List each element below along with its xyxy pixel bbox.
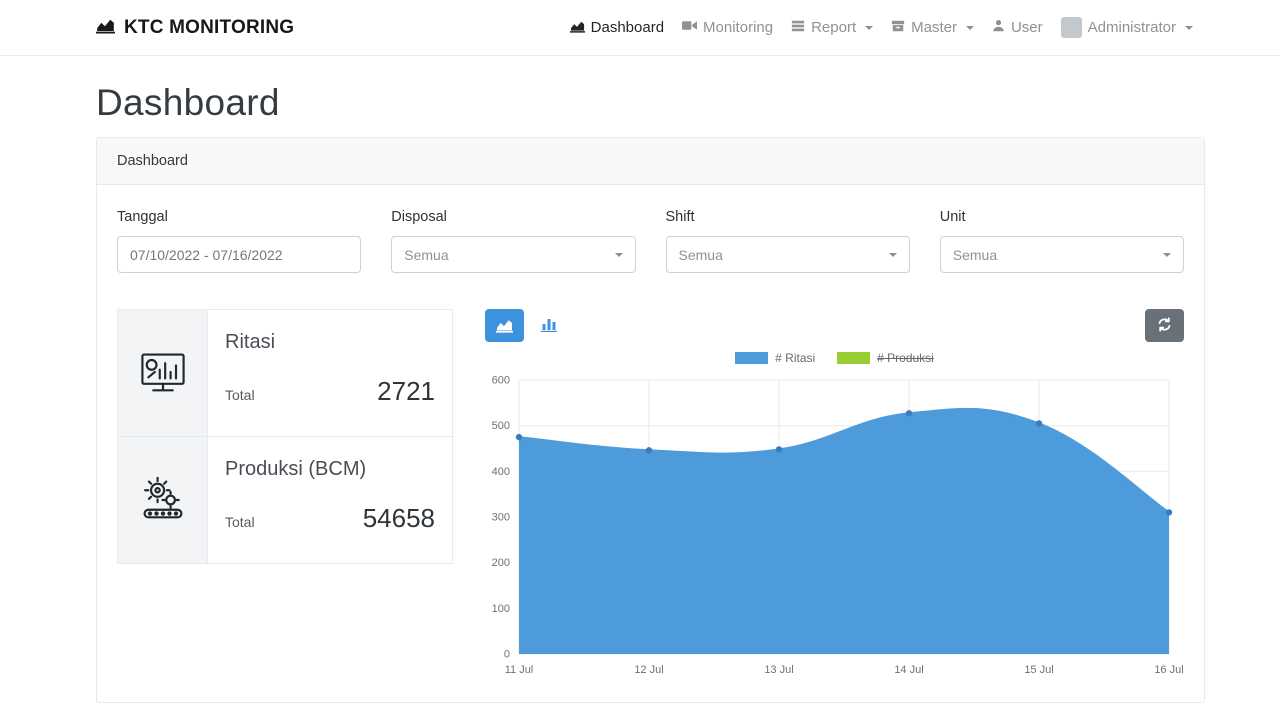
report-list-icon [791, 19, 805, 37]
nav-item-user[interactable]: User [983, 11, 1052, 44]
chart-controls [485, 309, 1184, 342]
stat-value: 54658 [363, 503, 435, 534]
svg-text:12 Jul: 12 Jul [634, 664, 663, 676]
nav-item-dashboard[interactable]: Dashboard [561, 10, 673, 45]
disposal-select-value: Semua [404, 247, 448, 263]
user-icon [992, 19, 1005, 36]
filters-row: Tanggal Disposal Semua Shift Semua [117, 209, 1184, 273]
shift-select-value: Semua [679, 247, 723, 263]
filter-unit: Unit Semua [940, 209, 1184, 273]
machine-gear-icon [118, 437, 208, 563]
caret-down-icon [889, 253, 897, 257]
main-row: Ritasi Total 2721 [117, 309, 1184, 682]
svg-text:600: 600 [492, 375, 510, 387]
svg-text:0: 0 [504, 649, 510, 661]
chart-area-icon [570, 18, 585, 37]
stat-card-ritasi: Ritasi Total 2721 [117, 309, 453, 437]
master-box-icon [891, 19, 905, 37]
refresh-button[interactable] [1145, 309, 1184, 342]
stat-total-label: Total [225, 387, 255, 407]
legend-item[interactable]: # Produksi [837, 351, 934, 365]
nav-label: Master [911, 19, 957, 36]
monitor-chart-icon [118, 310, 208, 436]
caret-down-icon [1185, 26, 1193, 30]
stat-card-produksi: Produksi (BCM) Total 54658 [117, 436, 453, 564]
unit-select[interactable]: Semua [940, 236, 1184, 273]
filter-unit-label: Unit [940, 209, 1184, 225]
svg-text:14 Jul: 14 Jul [894, 664, 923, 676]
filter-shift-label: Shift [666, 209, 910, 225]
filter-shift: Shift Semua [666, 209, 910, 273]
brand[interactable]: KTC MONITORING [96, 15, 294, 40]
nav-label: Monitoring [703, 19, 773, 36]
filter-tanggal: Tanggal [117, 209, 361, 273]
date-range-input[interactable] [117, 236, 361, 273]
nav-item-master[interactable]: Master [882, 11, 983, 45]
card-body: Tanggal Disposal Semua Shift Semua [97, 185, 1204, 702]
legend-color-box [735, 352, 768, 364]
svg-text:200: 200 [492, 557, 510, 569]
stat-total-label: Total [225, 514, 255, 534]
caret-down-icon [1163, 253, 1171, 257]
stat-body: Produksi (BCM) Total 54658 [208, 437, 452, 563]
card-header: Dashboard [97, 138, 1204, 185]
main-nav: Dashboard Monitoring Report Master [561, 9, 1202, 46]
filter-disposal: Disposal Semua [391, 209, 635, 273]
stat-body: Ritasi Total 2721 [208, 310, 452, 436]
nav-item-report[interactable]: Report [782, 11, 882, 45]
svg-text:300: 300 [492, 512, 510, 524]
avatar [1061, 17, 1082, 38]
svg-text:500: 500 [492, 420, 510, 432]
page-title: Dashboard [96, 82, 1205, 124]
svg-text:13 Jul: 13 Jul [764, 664, 793, 676]
nav-label: Report [811, 19, 856, 36]
brand-title: KTC MONITORING [124, 17, 294, 39]
nav-label: Administrator [1088, 19, 1176, 36]
legend-item[interactable]: # Ritasi [735, 351, 815, 365]
shift-select[interactable]: Semua [666, 236, 910, 273]
svg-text:400: 400 [492, 466, 510, 478]
page-container: Dashboard Dashboard Tanggal Disposal Sem… [0, 82, 1280, 703]
filter-disposal-label: Disposal [391, 209, 635, 225]
video-camera-icon [682, 18, 697, 37]
bar-chart-toggle-icon [541, 316, 557, 335]
chart-legend: # Ritasi # Produksi [485, 350, 1184, 366]
svg-text:16 Jul: 16 Jul [1154, 664, 1183, 676]
navbar: KTC MONITORING Dashboard Monitoring Repo… [0, 0, 1280, 56]
svg-text:11 Jul: 11 Jul [505, 664, 534, 676]
chart-type-toggles [485, 309, 562, 342]
stat-title: Produksi (BCM) [225, 458, 435, 481]
caret-down-icon [865, 26, 873, 30]
stat-row: Total 54658 [225, 503, 435, 534]
dashboard-card: Dashboard Tanggal Disposal Semua Shift [96, 137, 1205, 703]
svg-text:15 Jul: 15 Jul [1024, 664, 1053, 676]
nav-item-monitoring[interactable]: Monitoring [673, 10, 782, 45]
bar-chart-toggle-button[interactable] [536, 313, 562, 339]
caret-down-icon [615, 253, 623, 257]
area-chart-toggle-icon [496, 316, 513, 336]
stat-title: Ritasi [225, 331, 435, 354]
caret-down-icon [966, 26, 974, 30]
filter-tanggal-label: Tanggal [117, 209, 361, 225]
area-chart-toggle-button[interactable] [485, 309, 524, 342]
nav-label: User [1011, 19, 1043, 36]
stats-column: Ritasi Total 2721 [117, 309, 453, 682]
area-chart[interactable]: 0 100 200 300 400 500 600 11 Jul 12 Jul 13 Jul 14 … [485, 368, 1184, 682]
nav-item-administrator[interactable]: Administrator [1052, 9, 1202, 46]
legend-label: # Ritasi [775, 351, 815, 365]
stat-value: 2721 [377, 376, 435, 407]
disposal-select[interactable]: Semua [391, 236, 635, 273]
chart-area-icon [96, 15, 115, 40]
stat-row: Total 2721 [225, 376, 435, 407]
legend-label: # Produksi [877, 351, 934, 365]
refresh-icon [1157, 317, 1172, 335]
chart-column: # Ritasi # Produksi 0 100 200 300 400 500 600 11… [485, 309, 1184, 682]
legend-color-box [837, 352, 870, 364]
unit-select-value: Semua [953, 247, 997, 263]
nav-label: Dashboard [591, 19, 664, 36]
svg-text:100: 100 [492, 603, 510, 615]
